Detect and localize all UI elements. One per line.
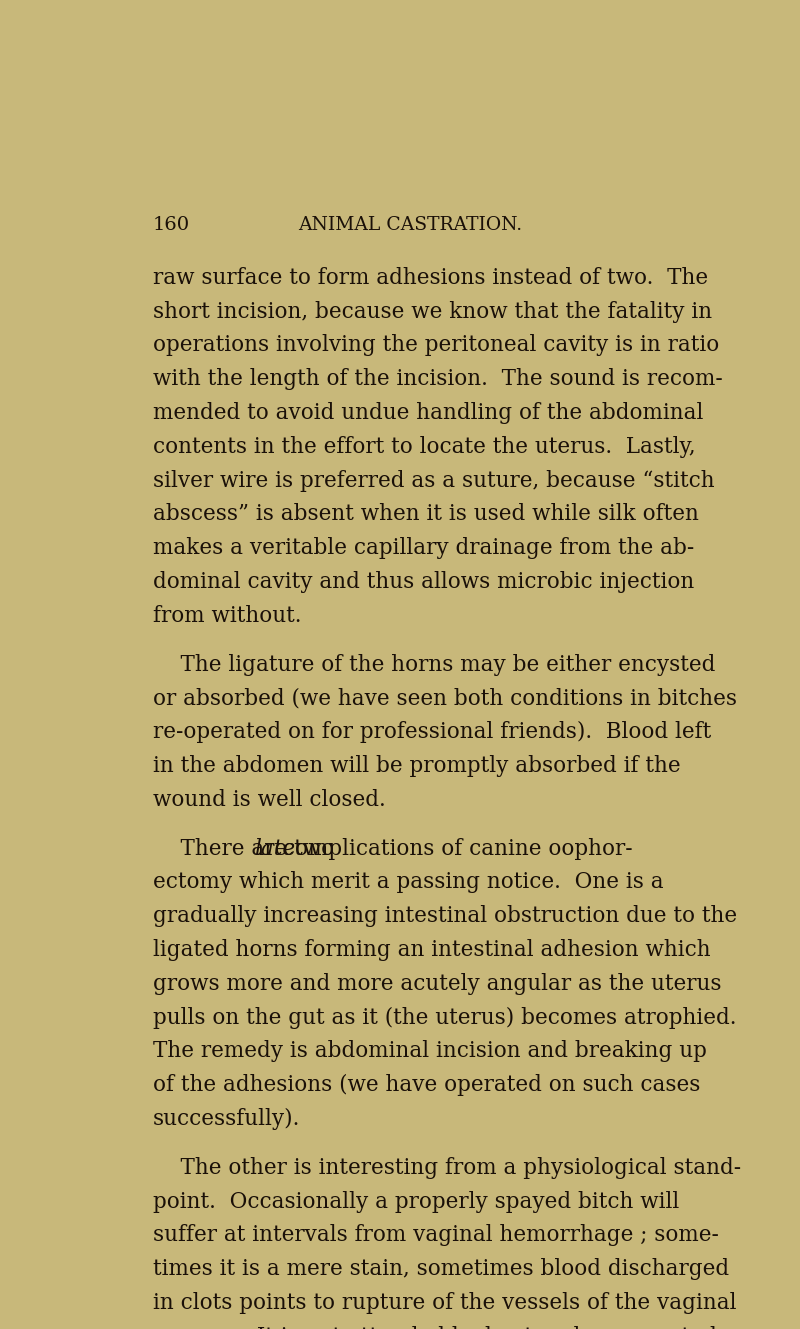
Text: with the length of the incision.  The sound is recom-: with the length of the incision. The sou…	[153, 368, 722, 391]
Text: in clots points to rupture of the vessels of the vaginal: in clots points to rupture of the vessel…	[153, 1292, 736, 1314]
Text: from without.: from without.	[153, 605, 301, 627]
Text: silver wire is preferred as a suture, because “stitch: silver wire is preferred as a suture, be…	[153, 469, 714, 492]
Text: ligated horns forming an intestinal adhesion which: ligated horns forming an intestinal adhe…	[153, 940, 710, 961]
Text: 160: 160	[153, 215, 190, 234]
Text: wound is well closed.: wound is well closed.	[153, 788, 386, 811]
Text: contents in the effort to locate the uterus.  Lastly,: contents in the effort to locate the ute…	[153, 436, 695, 457]
Text: The other is interesting from a physiological stand-: The other is interesting from a physiolo…	[153, 1156, 741, 1179]
Text: operations involving the peritoneal cavity is in ratio: operations involving the peritoneal cavi…	[153, 335, 719, 356]
Text: gradually increasing intestinal obstruction due to the: gradually increasing intestinal obstruct…	[153, 905, 737, 928]
Text: makes a veritable capillary drainage from the ab-: makes a veritable capillary drainage fro…	[153, 537, 694, 560]
Text: late: late	[254, 837, 295, 860]
Text: mucosa.  It is not attended by heat and appears to be: mucosa. It is not attended by heat and a…	[153, 1325, 736, 1329]
Text: suffer at intervals from vaginal hemorrhage ; some-: suffer at intervals from vaginal hemorrh…	[153, 1224, 718, 1247]
Text: There are two: There are two	[153, 837, 341, 860]
Text: or absorbed (we have seen both conditions in bitches: or absorbed (we have seen both condition…	[153, 687, 737, 710]
Text: pulls on the gut as it (the uterus) becomes atrophied.: pulls on the gut as it (the uterus) beco…	[153, 1006, 736, 1029]
Text: grows more and more acutely angular as the uterus: grows more and more acutely angular as t…	[153, 973, 722, 994]
Text: successfully).: successfully).	[153, 1108, 300, 1130]
Text: re-operated on for professional friends).  Blood left: re-operated on for professional friends)…	[153, 722, 711, 743]
Text: times it is a mere stain, sometimes blood discharged: times it is a mere stain, sometimes bloo…	[153, 1259, 729, 1280]
Text: complications of canine oophor-: complications of canine oophor-	[276, 837, 633, 860]
Text: dominal cavity and thus allows microbic injection: dominal cavity and thus allows microbic …	[153, 571, 694, 593]
Text: short incision, because we know that the fatality in: short incision, because we know that the…	[153, 300, 712, 323]
Text: in the abdomen will be promptly absorbed if the: in the abdomen will be promptly absorbed…	[153, 755, 680, 777]
Text: abscess” is absent when it is used while silk often: abscess” is absent when it is used while…	[153, 504, 698, 525]
Text: of the adhesions (we have operated on such cases: of the adhesions (we have operated on su…	[153, 1074, 700, 1096]
Text: mended to avoid undue handling of the abdominal: mended to avoid undue handling of the ab…	[153, 401, 703, 424]
Text: ANIMAL CASTRATION.: ANIMAL CASTRATION.	[298, 215, 522, 234]
Text: The remedy is abdominal incision and breaking up: The remedy is abdominal incision and bre…	[153, 1041, 706, 1062]
Text: The ligature of the horns may be either encysted: The ligature of the horns may be either …	[153, 654, 715, 675]
Text: raw surface to form adhesions instead of two.  The: raw surface to form adhesions instead of…	[153, 267, 708, 288]
Text: point.  Occasionally a properly spayed bitch will: point. Occasionally a properly spayed bi…	[153, 1191, 679, 1212]
Text: ectomy which merit a passing notice.  One is a: ectomy which merit a passing notice. One…	[153, 872, 663, 893]
